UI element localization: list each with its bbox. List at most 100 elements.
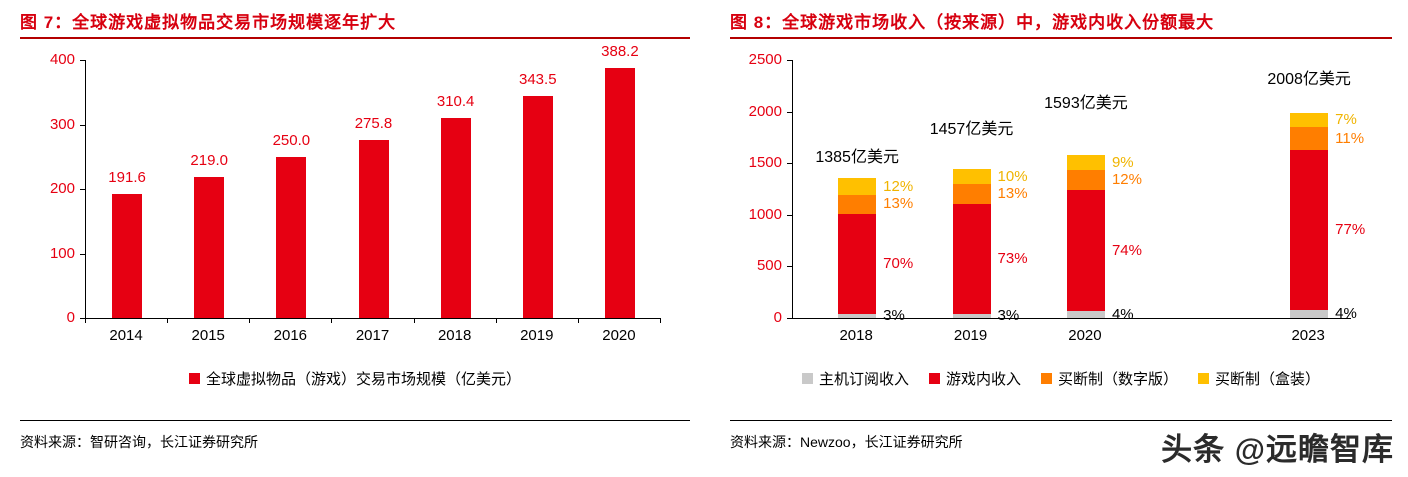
figure7-bar-chart: 191.6 219.0 250.0 275.8 310.4 343.5 388.2 0 100… <box>20 0 690 420</box>
bar-2014 <box>112 194 143 318</box>
bar-total-label-2019: 1457亿美元 <box>929 121 1014 138</box>
legend-item: 游戏内收入 <box>928 368 1021 389</box>
bar-total-label-2020: 1593亿美元 <box>1044 95 1128 112</box>
figure7-plot-area: 191.6 219.0 250.0 275.8 310.4 343.5 388.2 <box>85 43 661 319</box>
x-axis-label-2018: 2018 <box>437 327 472 344</box>
legend-label: 游戏内收入 <box>945 371 1021 388</box>
x-axis-tick <box>413 319 415 323</box>
y-axis-tick <box>787 318 792 319</box>
segment-2019 <box>952 203 991 314</box>
legend-label: 全球虚拟物品（游戏）交易市场规模（亿美元） <box>205 371 521 388</box>
legend-label: 买断制（盒装） <box>1215 371 1321 388</box>
legend-swatch <box>1198 373 1210 384</box>
figure7-legend: 全球虚拟物品（游戏）交易市场规模（亿美元） <box>20 368 690 389</box>
y-axis-tick <box>787 214 792 216</box>
x-axis-tick <box>331 319 333 323</box>
segment-2023 <box>1290 112 1329 128</box>
figure8-source-rule <box>730 420 1392 421</box>
segment-share-label-2018: 12% <box>883 177 914 195</box>
bar-2017 <box>358 140 389 318</box>
legend-item: 买断制（数字版） <box>1041 368 1178 389</box>
x-axis-tick <box>85 319 86 323</box>
bar-value-label-2018: 310.4 <box>436 92 475 110</box>
bar-2016 <box>276 156 307 318</box>
segment-share-label-2018: 3% <box>883 306 905 324</box>
segment-share-label-2019: 13% <box>997 184 1028 202</box>
figure8-source: 资料来源：Newzoo，长江证券研究所 <box>730 434 963 450</box>
segment-share-label-2023: 11% <box>1335 129 1365 147</box>
y-axis-tick-label: 400 <box>49 51 75 68</box>
segment-share-label-2023: 7% <box>1335 111 1357 129</box>
y-axis-tick-label: 500 <box>756 257 782 275</box>
figure7-title: 图 7：全球游戏虚拟物品交易市场规模逐年扩大 <box>20 13 397 32</box>
figure8-stacked-bar-chart: 3% 70% 13% 12% 1385亿美元 3% 73% 13% 10% 1457亿美元 4% 74… <box>730 0 1392 420</box>
watermark-toutiao-yuanzhan: 头条 @远瞻智库 <box>1161 424 1394 469</box>
segment-share-label-2020: 12% <box>1111 170 1142 188</box>
legend-item: 买断制（盒装） <box>1198 368 1320 389</box>
legend-swatch <box>1041 373 1052 384</box>
x-axis-label-2020: 2020 <box>602 327 636 344</box>
figure8-legend: 主机订阅收入 游戏内收入 买断制（数字版） 买断制（盒装） <box>730 368 1392 389</box>
y-axis-tick <box>787 111 792 113</box>
bar-total-label-2023: 2008亿美元 <box>1267 71 1351 88</box>
segment-2019 <box>952 313 991 318</box>
segment-2018 <box>838 177 877 196</box>
segment-share-label-2020: 74% <box>1111 241 1142 259</box>
segment-2020 <box>1066 311 1105 318</box>
segment-share-label-2018: 70% <box>883 254 914 272</box>
figure7-title-rule <box>20 37 690 39</box>
figure8-plot-area: 3% 70% 13% 12% 1385亿美元 3% 73% 13% 10% 1457亿美元 4% 74… <box>792 60 1365 324</box>
x-axis-tick <box>660 319 661 323</box>
segment-2023 <box>1290 127 1329 151</box>
figure8-title: 图 8：全球游戏市场收入（按来源）中，游戏内收入份额最大 <box>730 13 1215 32</box>
bar-value-label-2020: 388.2 <box>601 42 639 60</box>
x-axis-tick <box>495 319 497 323</box>
segment-2023 <box>1290 309 1329 318</box>
figure8-panel: 图 8：全球游戏市场收入（按来源）中，游戏内收入份额最大 3% 70% 13% 12%… <box>730 0 1392 477</box>
legend-swatch <box>801 373 813 384</box>
legend-label: 买断制（数字版） <box>1058 371 1179 388</box>
x-axis-tick <box>167 319 169 323</box>
legend-swatch <box>188 373 200 384</box>
segment-share-label-2019: 3% <box>997 306 1020 324</box>
figure8-title-rule <box>730 37 1392 39</box>
y-axis-tick <box>787 163 792 165</box>
watermark-text: 头条 @远瞻智库 <box>1161 432 1394 467</box>
segment-2018 <box>838 213 877 314</box>
legend-swatch <box>928 373 940 384</box>
y-axis-tick <box>80 189 85 190</box>
segment-share-label-2020: 4% <box>1111 305 1134 323</box>
x-axis-label-2018: 2018 <box>839 327 873 344</box>
bar-value-label-2019: 343.5 <box>519 71 557 89</box>
y-axis-tick-label: 1500 <box>748 154 782 172</box>
y-axis-tick-label: 2000 <box>748 102 782 120</box>
figure7-source-rule <box>20 420 690 421</box>
segment-2020 <box>1066 189 1105 312</box>
segment-2020 <box>1066 155 1105 171</box>
y-axis-tick-label: 200 <box>49 180 75 197</box>
y-axis-tick <box>787 266 792 268</box>
y-axis-tick-label: 0 <box>66 309 75 326</box>
x-axis-tick <box>577 319 579 323</box>
segment-share-label-2019: 73% <box>997 249 1028 267</box>
x-axis-label-2019: 2019 <box>953 327 988 344</box>
segment-2023 <box>1290 150 1329 310</box>
y-axis-tick-label: 300 <box>49 115 75 133</box>
y-axis-tick <box>80 253 85 255</box>
segment-share-label-2018: 13% <box>883 195 914 213</box>
x-axis-label-2017: 2017 <box>355 327 390 344</box>
x-axis-label-2014: 2014 <box>109 327 143 344</box>
legend-item: 全球虚拟物品（游戏）交易市场规模（亿美元） <box>188 368 521 389</box>
y-axis-tick <box>80 318 85 319</box>
x-axis-label-2019: 2019 <box>520 327 554 344</box>
segment-2019 <box>952 169 991 185</box>
bar-2018 <box>440 117 471 318</box>
y-axis-tick-label: 1000 <box>748 205 782 223</box>
segment-2019 <box>952 184 991 204</box>
y-axis-tick <box>80 60 85 61</box>
bar-2019 <box>522 96 553 318</box>
bar-value-label-2014: 191.6 <box>108 169 146 187</box>
y-axis-tick-label: 0 <box>773 309 782 326</box>
segment-2018 <box>838 313 877 318</box>
